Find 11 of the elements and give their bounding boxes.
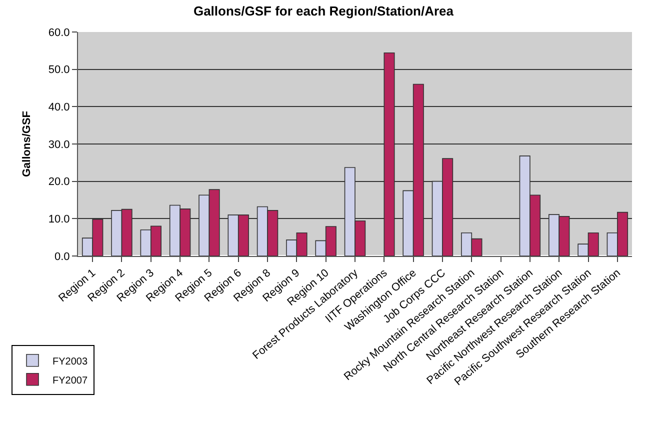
y-tick-label: 20.0 [48,176,70,188]
y-tick-label: 60.0 [48,26,70,39]
y-tick-label: 0.0 [54,250,70,263]
legend-label: FY2007 [52,375,88,386]
y-tick-label: 40.0 [48,102,70,114]
y-tick-label: 10.0 [48,214,70,226]
y-tick-label: 50.0 [48,64,70,76]
legend-label: FY2003 [52,356,88,368]
y-axis-title: Gallons/GSF [21,110,34,178]
y-tick-label: 30.0 [48,138,70,151]
chart-title: Gallons/GSF for each Region/Station/Area [193,4,454,19]
